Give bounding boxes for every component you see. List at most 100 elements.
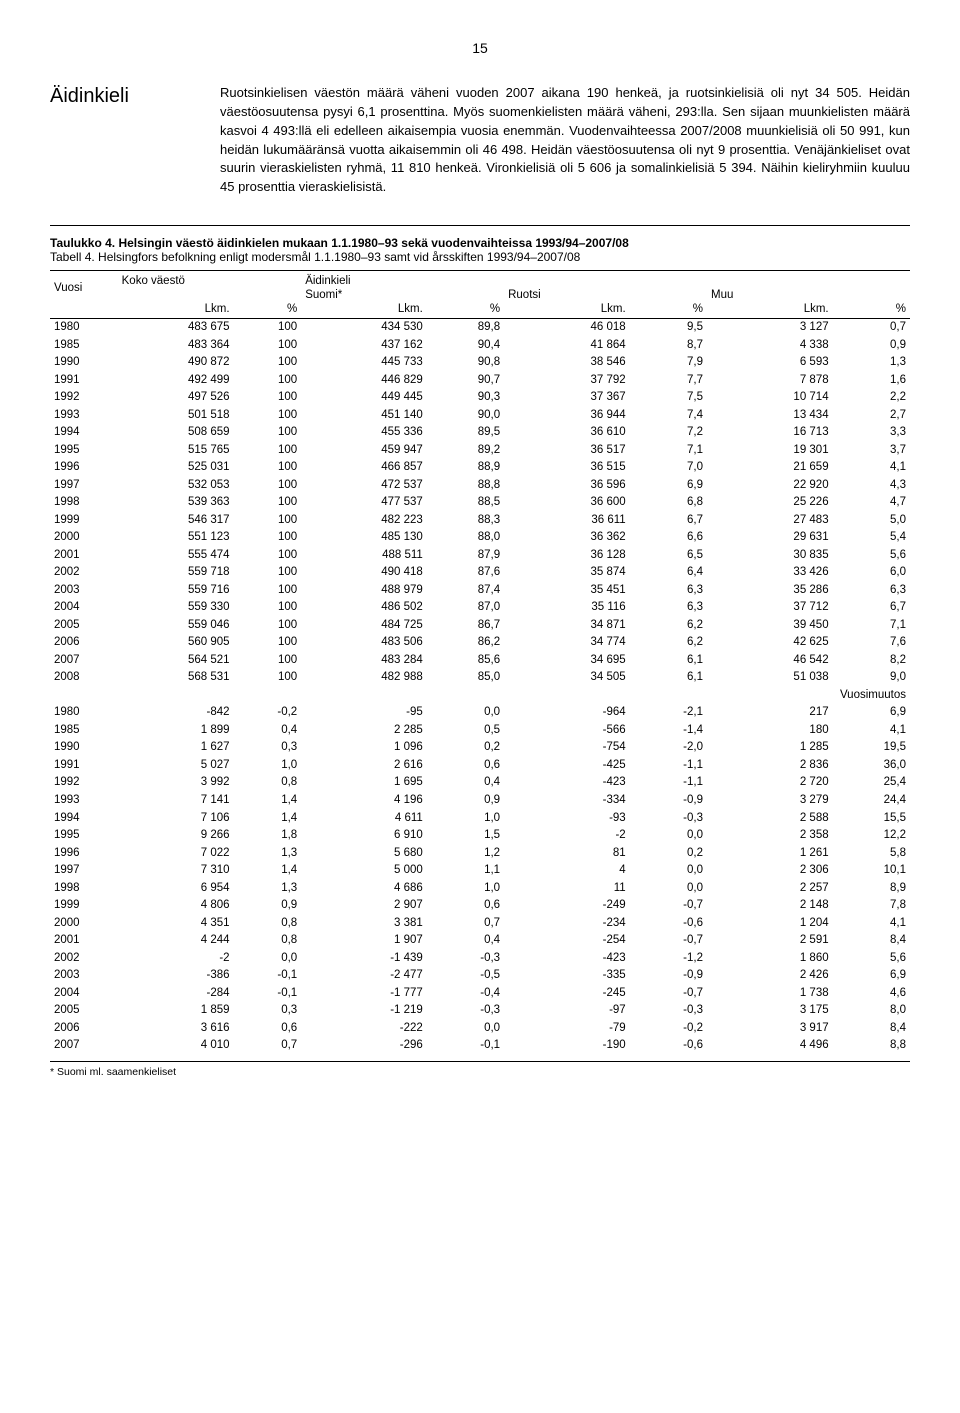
- table-row: 2004-284-0,1-1 777-0,4-245-0,71 7384,6: [50, 985, 910, 1003]
- table-cell: -296: [301, 1037, 427, 1055]
- table-cell: 3 992: [118, 774, 234, 792]
- table-cell: -386: [118, 967, 234, 985]
- table-cell: 555 474: [118, 547, 234, 565]
- table-cell: 482 988: [301, 669, 427, 687]
- table-row: 1995515 765100459 94789,236 5177,119 301…: [50, 442, 910, 460]
- table-row: 1996525 031100466 85788,936 5157,021 659…: [50, 459, 910, 477]
- table-cell: 6,5: [630, 547, 707, 565]
- col-pct: %: [630, 302, 707, 318]
- table-cell: 455 336: [301, 424, 427, 442]
- table-cell: 35 286: [707, 582, 833, 600]
- table-cell: 2005: [50, 1002, 118, 1020]
- table-cell: 2002: [50, 950, 118, 968]
- table-cell: 6,7: [833, 599, 910, 617]
- table-cell: -754: [504, 739, 630, 757]
- table-cell: 8,4: [833, 932, 910, 950]
- table-cell: 1997: [50, 862, 118, 880]
- table-cell: 0,9: [234, 897, 302, 915]
- table-cell: -0,7: [630, 985, 707, 1003]
- table-cell: 4,6: [833, 985, 910, 1003]
- table-cell: 2004: [50, 985, 118, 1003]
- table-cell: 0,6: [427, 757, 504, 775]
- table-row: 1980483 675100434 53089,846 0189,53 1270…: [50, 319, 910, 337]
- table-cell: 100: [234, 669, 302, 687]
- table-cell: 2002: [50, 564, 118, 582]
- table-cell: 88,8: [427, 477, 504, 495]
- table-cell: 568 531: [118, 669, 234, 687]
- table-cell: 0,9: [427, 792, 504, 810]
- table-cell: 36 517: [504, 442, 630, 460]
- table-row: 19959 2661,86 9101,5-20,02 35812,2: [50, 827, 910, 845]
- table-cell: 4 611: [301, 810, 427, 828]
- table-cell: 2008: [50, 669, 118, 687]
- table-cell: 2005: [50, 617, 118, 635]
- table-cell: 2003: [50, 967, 118, 985]
- table-cell: 2000: [50, 529, 118, 547]
- table-cell: 89,5: [427, 424, 504, 442]
- table-cell: 483 364: [118, 337, 234, 355]
- table-cell: 1 261: [707, 845, 833, 863]
- table-cell: 86,2: [427, 634, 504, 652]
- table-cell: 4 496: [707, 1037, 833, 1055]
- table-cell: 2 306: [707, 862, 833, 880]
- table-cell: 88,3: [427, 512, 504, 530]
- table-cell: 36 611: [504, 512, 630, 530]
- table-row: 2005559 046100484 72586,734 8716,239 450…: [50, 617, 910, 635]
- table-row: 19923 9920,81 6950,4-423-1,12 72025,4: [50, 774, 910, 792]
- table-cell: -0,4: [427, 985, 504, 1003]
- table-cell: 86,7: [427, 617, 504, 635]
- table-row: 19967 0221,35 6801,2810,21 2615,8: [50, 845, 910, 863]
- table-cell: 1,1: [427, 862, 504, 880]
- table-cell: 1995: [50, 827, 118, 845]
- table-cell: -0,1: [234, 985, 302, 1003]
- table-cell: 37 712: [707, 599, 833, 617]
- table-cell: 2 836: [707, 757, 833, 775]
- table-cell: 559 716: [118, 582, 234, 600]
- table-cell: 8,9: [833, 880, 910, 898]
- table-cell: 100: [234, 494, 302, 512]
- table-cell: 30 835: [707, 547, 833, 565]
- col-pct: %: [234, 302, 302, 318]
- table-cell: 2006: [50, 634, 118, 652]
- col-koko: Koko väestö: [118, 271, 302, 289]
- table-cell: 492 499: [118, 372, 234, 390]
- table-cell: 539 363: [118, 494, 234, 512]
- table-cell: 1,3: [833, 354, 910, 372]
- table-cell: 0,5: [427, 722, 504, 740]
- table-cell: 16 713: [707, 424, 833, 442]
- table-cell: 9,0: [833, 669, 910, 687]
- table-cell: 0,4: [427, 932, 504, 950]
- table-cell: 7,1: [630, 442, 707, 460]
- table-cell: 4 351: [118, 915, 234, 933]
- table-cell: 1991: [50, 372, 118, 390]
- col-lkm: Lkm.: [707, 302, 833, 318]
- table-cell: 85,0: [427, 669, 504, 687]
- col-lkm: Lkm.: [118, 302, 234, 318]
- table-cell: -2,1: [630, 704, 707, 722]
- table-cell: 6,2: [630, 634, 707, 652]
- table-cell: 1996: [50, 459, 118, 477]
- col-lkm: Lkm.: [504, 302, 630, 318]
- table-cell: 100: [234, 652, 302, 670]
- table-cell: 3 381: [301, 915, 427, 933]
- table-cell: 38 546: [504, 354, 630, 372]
- table-cell: 0,9: [833, 337, 910, 355]
- table-cell: 1994: [50, 810, 118, 828]
- table-cell: 88,0: [427, 529, 504, 547]
- table-cell: 27 483: [707, 512, 833, 530]
- table-row: 2002559 718100490 41887,635 8746,433 426…: [50, 564, 910, 582]
- table-cell: 488 979: [301, 582, 427, 600]
- table-cell: 7,1: [833, 617, 910, 635]
- table-cell: -222: [301, 1020, 427, 1038]
- table-cell: 482 223: [301, 512, 427, 530]
- table-cell: 1,3: [234, 845, 302, 863]
- table-cell: 100: [234, 599, 302, 617]
- table-cell: 532 053: [118, 477, 234, 495]
- table-cell: 100: [234, 459, 302, 477]
- table-cell: 0,3: [234, 1002, 302, 1020]
- table-cell: 90,4: [427, 337, 504, 355]
- table-cell: 2 285: [301, 722, 427, 740]
- table-cell: -334: [504, 792, 630, 810]
- table-cell: -93: [504, 810, 630, 828]
- table-cell: 100: [234, 529, 302, 547]
